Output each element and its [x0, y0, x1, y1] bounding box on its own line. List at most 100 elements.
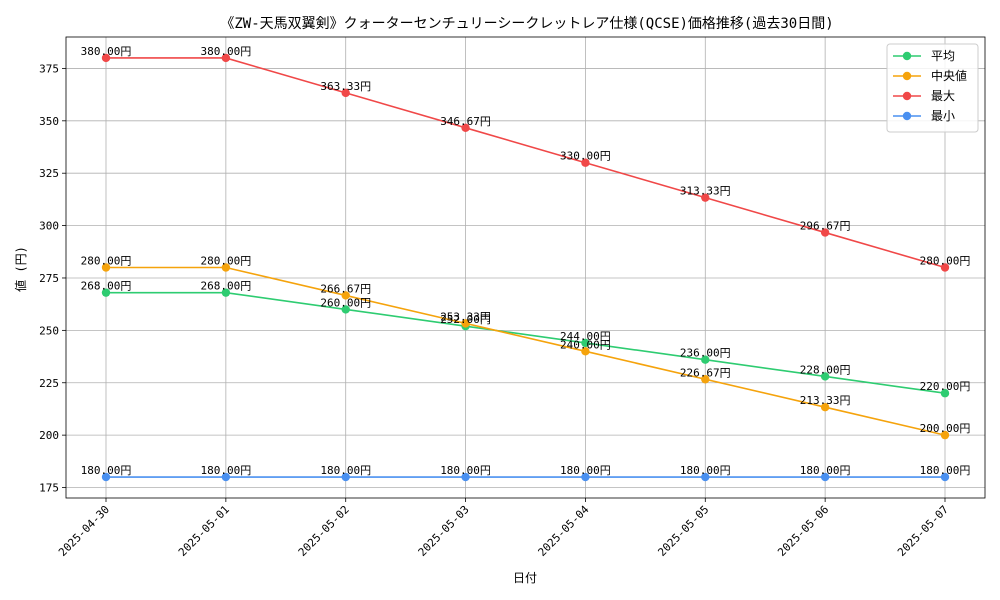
- y-tick-label: 350: [39, 115, 59, 128]
- x-tick-label: 2025-04-30: [56, 503, 112, 559]
- series-line: [106, 266, 946, 436]
- data-point: [820, 372, 830, 381]
- data-point: [101, 288, 111, 297]
- x-tick-label: 2025-05-03: [416, 503, 472, 559]
- data-label: 380.00円: [200, 45, 251, 58]
- data-label: 180.00円: [81, 464, 132, 477]
- axes-layer: 2025-04-30 2025-05-01 2025-05-02 2025-05-03…: [39, 36, 986, 559]
- y-tick-label: 225: [39, 377, 59, 390]
- data-point: [221, 53, 231, 63]
- data-label: 180.00円: [920, 464, 971, 477]
- data-point: [581, 158, 590, 167]
- y-tick-label: 300: [39, 220, 59, 233]
- data-label: 236.00円: [680, 347, 731, 360]
- data-point: [221, 472, 231, 482]
- data-point: [820, 472, 830, 482]
- data-point: [221, 263, 231, 272]
- y-axis-label: 値 (円): [13, 246, 28, 292]
- series-layer: [101, 53, 950, 482]
- data-label: 244.00円: [560, 330, 611, 343]
- data-label: 252.00円: [440, 313, 491, 326]
- data-label: 346.67円: [440, 115, 491, 128]
- x-tick-label: 2025-05-06: [775, 503, 831, 559]
- data-label: 180.00円: [320, 464, 371, 477]
- data-point: [701, 472, 710, 482]
- data-label: 180.00円: [440, 464, 491, 477]
- data-label: 296.67円: [800, 220, 851, 233]
- data-point: [461, 319, 470, 328]
- legend-marker: [902, 51, 912, 61]
- data-label: 180.00円: [200, 464, 251, 477]
- data-label: 268.00円: [200, 280, 251, 293]
- series-line: [106, 57, 946, 269]
- legend-marker: [902, 111, 912, 121]
- legend-box: [886, 43, 979, 133]
- data-label: 313.33円: [680, 185, 731, 198]
- x-tick-label: 2025-05-02: [296, 503, 352, 559]
- data-label: 280.00円: [81, 255, 132, 268]
- y-tick-label: 275: [39, 272, 59, 285]
- data-point: [820, 403, 830, 412]
- data-label: 213.33円: [800, 394, 851, 407]
- data-point: [940, 263, 950, 272]
- data-label: 228.00円: [800, 363, 851, 376]
- legend-label: 最小: [931, 109, 955, 123]
- data-label: 260.00円: [320, 296, 371, 309]
- data-labels-layer: 268.00円 268.00円 260.00円 252.00円 244.00円 236.0…: [81, 45, 971, 477]
- data-point: [701, 375, 710, 384]
- data-point: [581, 347, 590, 356]
- data-point: [940, 430, 950, 440]
- data-label: 280.00円: [200, 255, 251, 268]
- y-tick-label: 325: [39, 167, 59, 180]
- data-label: 253.33円: [440, 310, 491, 323]
- data-point: [341, 472, 350, 482]
- grid-layer: [66, 37, 985, 498]
- x-tick-label: 2025-05-04: [536, 503, 592, 559]
- data-label: 380.00円: [81, 45, 132, 58]
- data-label: 180.00円: [560, 464, 611, 477]
- data-point: [701, 355, 710, 364]
- data-label: 180.00円: [800, 464, 851, 477]
- data-point: [461, 123, 470, 132]
- legend-label: 平均: [931, 49, 955, 63]
- data-point: [221, 288, 231, 297]
- data-label: 363.33円: [320, 80, 371, 93]
- data-label: 268.00円: [81, 280, 132, 293]
- data-point: [940, 472, 950, 482]
- chart-title: 《ZW-天馬双翼剣》クォーターセンチュリーシークレットレア仕様(QCSE)価格推…: [220, 16, 833, 32]
- data-label: 220.00円: [920, 380, 971, 393]
- data-point: [581, 472, 590, 482]
- data-point: [341, 305, 350, 314]
- data-point: [341, 88, 350, 98]
- data-point: [581, 338, 590, 348]
- legend-label: 最大: [931, 89, 955, 103]
- data-point: [341, 291, 350, 300]
- legend-marker: [902, 71, 912, 81]
- plot-frame: [65, 36, 986, 499]
- data-label: 240.00円: [560, 338, 611, 351]
- x-axis-label: 日付: [513, 571, 537, 585]
- series-line: [106, 291, 946, 395]
- data-point: [461, 472, 470, 482]
- data-label: 330.00円: [560, 150, 611, 163]
- data-point: [101, 472, 111, 482]
- data-point: [820, 228, 830, 237]
- y-tick-label: 375: [39, 62, 59, 75]
- data-label: 200.00円: [920, 422, 971, 435]
- data-label: 180.00円: [680, 464, 731, 477]
- data-point: [701, 193, 710, 202]
- data-point: [101, 53, 111, 63]
- x-tick-label: 2025-05-01: [176, 503, 232, 559]
- x-tick-label: 2025-05-07: [895, 503, 951, 559]
- y-tick-label: 250: [39, 324, 59, 337]
- data-label: 266.67円: [320, 282, 371, 295]
- y-tick-label: 200: [39, 429, 59, 442]
- data-point: [940, 389, 950, 398]
- legend-marker: [902, 91, 912, 101]
- data-label: 226.67円: [680, 366, 731, 379]
- x-tick-label: 2025-05-05: [655, 503, 711, 559]
- legend-label: 中央値: [931, 68, 967, 83]
